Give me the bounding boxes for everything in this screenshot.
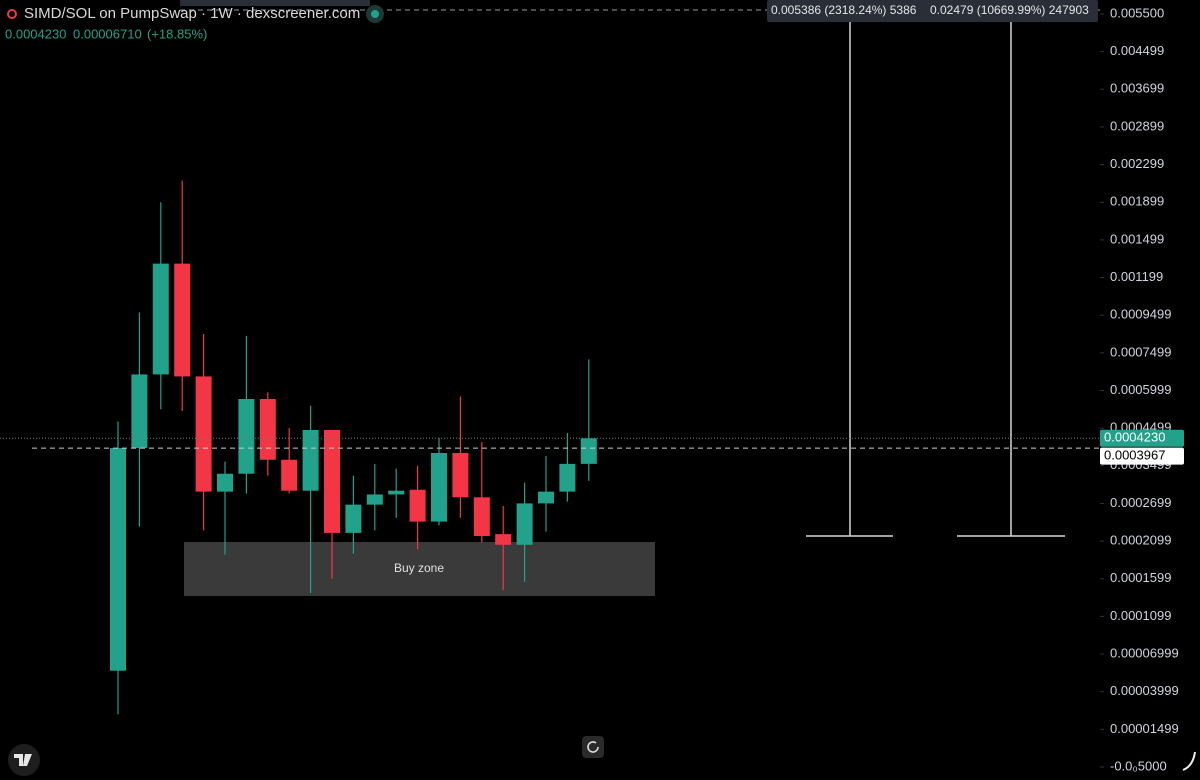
buy-zone [184,542,655,596]
y-tick-label: 0.0002099 [1110,533,1171,548]
cut-label [180,0,370,6]
header-price: 0.0004230 [5,26,66,41]
candle-body [473,497,490,537]
candle-body [431,452,447,522]
candle-body [131,374,148,449]
candle-body [452,452,469,498]
measure-tooltip [767,0,1098,22]
candle-body [559,463,576,492]
status-dot [371,10,379,18]
y-tick-label: 0.0007499 [1110,344,1171,359]
header-change: 0.00006710 [73,26,142,41]
y-tick-label: 0.004499 [1110,43,1164,58]
y-tick-label: 0.0001099 [1110,608,1171,623]
candle-body [302,429,319,491]
measure-text: 0.02479 (10669.99%) 247903 [930,3,1089,17]
y-tick-label: 0.001499 [1110,231,1164,246]
scale-icon [1182,751,1196,771]
y-tick-label: 0.003699 [1110,81,1164,96]
y-tick-label: 0.002299 [1110,156,1164,171]
buy-zone-label: Buy zone [394,561,444,575]
header-percent: (+18.85%) [147,26,207,41]
y-tick-label: 0.005500 [1110,5,1164,20]
y-tick-label: 0.0005999 [1110,382,1171,397]
y-tick-label: 0.00001499 [1110,721,1179,736]
measure-text: 0.005386 (2318.24%) 5386 [771,3,917,17]
y-tick-label: 0.00003999 [1110,683,1179,698]
candle-body [195,376,212,492]
candle-body [174,263,191,377]
candle-body [259,399,276,460]
tv-logo-mark [14,754,32,766]
candle-body [538,491,554,504]
candle-body [324,429,340,533]
candle-body [516,503,533,545]
candle-body [110,448,126,671]
y-tick-label: 0.001199 [1110,269,1163,284]
candle-body [366,494,383,505]
candle-body [238,399,255,474]
candle-body [152,263,169,375]
y-tick-label: 0.00006999 [1110,645,1179,660]
y-tick-label: 0.0009499 [1110,307,1171,322]
candle-body [495,534,512,545]
price-label: 0.0003967 [1104,448,1165,463]
price-label-box [1100,429,1184,447]
y-tick-label: 0.002899 [1110,118,1164,133]
logo-icon [7,9,17,19]
y-tick-label: -0.0₀5000 [1110,758,1167,773]
candle-body [217,473,233,492]
candle-body [409,489,426,522]
price-label: 0.0004230 [1104,430,1165,445]
candle-body [345,504,362,533]
candle-body [388,490,405,495]
candle-body [580,438,597,464]
candles [110,180,597,715]
chart-title: SIMD/SOL on PumpSwap · 1W · dexscreener.… [24,5,360,22]
reset-icon [587,741,599,753]
y-tick-label: 0.001899 [1110,194,1164,209]
y-tick-label: 0.0001599 [1110,570,1171,585]
candle-body [281,459,298,491]
price-label-box [1100,447,1184,465]
y-tick-label: 0.0002699 [1110,495,1171,510]
reset-button[interactable] [582,736,604,758]
